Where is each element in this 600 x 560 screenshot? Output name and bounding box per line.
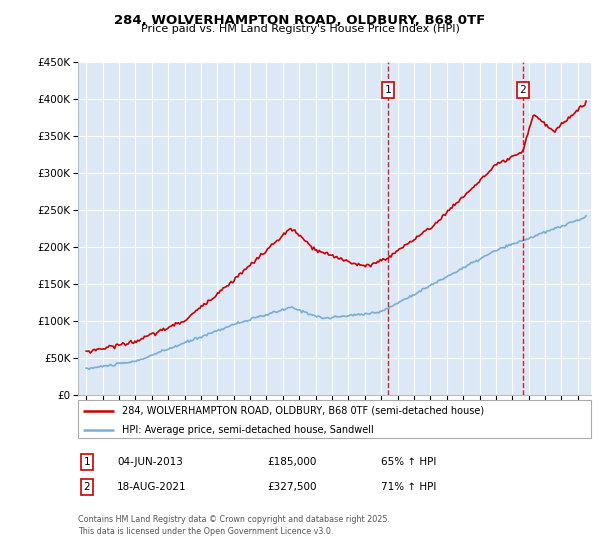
Text: Price paid vs. HM Land Registry's House Price Index (HPI): Price paid vs. HM Land Registry's House … <box>140 24 460 34</box>
Text: 2: 2 <box>519 85 526 95</box>
Text: 18-AUG-2021: 18-AUG-2021 <box>117 482 187 492</box>
Text: 65% ↑ HPI: 65% ↑ HPI <box>381 457 436 467</box>
Text: £327,500: £327,500 <box>267 482 317 492</box>
Text: 284, WOLVERHAMPTON ROAD, OLDBURY, B68 0TF: 284, WOLVERHAMPTON ROAD, OLDBURY, B68 0T… <box>115 14 485 27</box>
Text: 284, WOLVERHAMPTON ROAD, OLDBURY, B68 0TF (semi-detached house): 284, WOLVERHAMPTON ROAD, OLDBURY, B68 0T… <box>122 405 484 416</box>
Text: Contains HM Land Registry data © Crown copyright and database right 2025.: Contains HM Land Registry data © Crown c… <box>78 515 390 524</box>
Text: 1: 1 <box>83 457 91 467</box>
Text: 1: 1 <box>385 85 391 95</box>
Text: 2: 2 <box>83 482 91 492</box>
Text: 04-JUN-2013: 04-JUN-2013 <box>117 457 183 467</box>
Text: HPI: Average price, semi-detached house, Sandwell: HPI: Average price, semi-detached house,… <box>122 424 373 435</box>
FancyBboxPatch shape <box>78 400 591 438</box>
Text: 71% ↑ HPI: 71% ↑ HPI <box>381 482 436 492</box>
Text: £185,000: £185,000 <box>267 457 316 467</box>
Text: This data is licensed under the Open Government Licence v3.0.: This data is licensed under the Open Gov… <box>78 528 334 536</box>
